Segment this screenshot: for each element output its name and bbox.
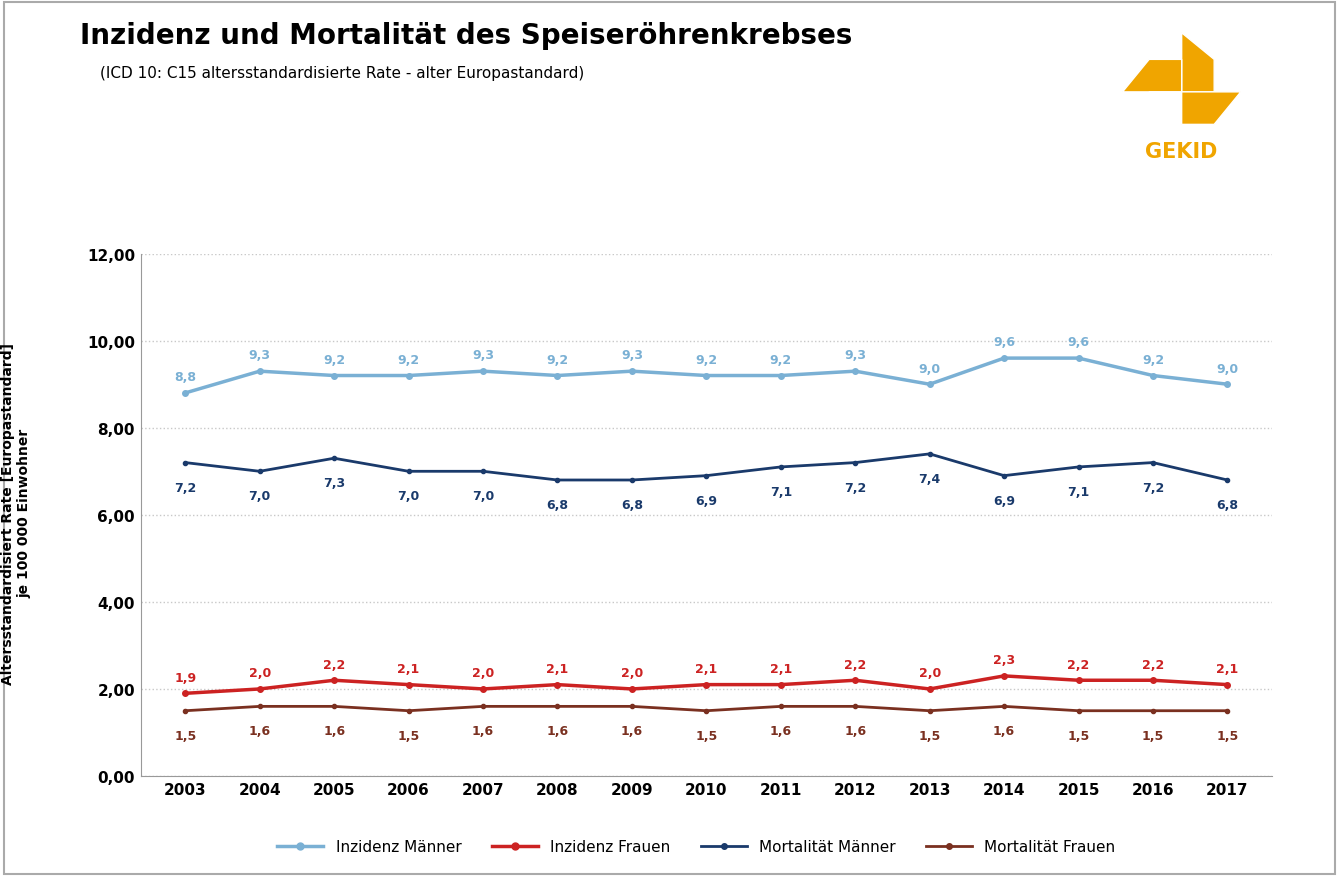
Text: 1,6: 1,6: [994, 724, 1015, 738]
Polygon shape: [1122, 61, 1182, 93]
Text: 2,3: 2,3: [994, 653, 1015, 667]
Text: 1,6: 1,6: [249, 724, 270, 738]
Text: 9,6: 9,6: [994, 336, 1015, 349]
Text: 1,5: 1,5: [398, 729, 419, 742]
Text: 1,6: 1,6: [844, 724, 866, 738]
Text: 2,2: 2,2: [1142, 658, 1164, 671]
Text: 7,0: 7,0: [398, 489, 419, 503]
Legend: Inzidenz Männer, Inzidenz Frauen, Mortalität Männer, Mortalität Frauen: Inzidenz Männer, Inzidenz Frauen, Mortal…: [272, 833, 1121, 860]
Text: 1,6: 1,6: [770, 724, 791, 738]
Text: 7,0: 7,0: [471, 489, 494, 503]
Text: 2,1: 2,1: [770, 662, 791, 675]
Text: 1,5: 1,5: [1067, 729, 1090, 742]
Text: 7,1: 7,1: [1067, 486, 1090, 498]
Text: 2,0: 2,0: [621, 667, 643, 680]
Text: 9,2: 9,2: [323, 353, 345, 367]
Text: (ICD 10: C15 altersstandardisierte Rate - alter Europastandard): (ICD 10: C15 altersstandardisierte Rate …: [100, 66, 585, 81]
Text: 2,1: 2,1: [1216, 662, 1239, 675]
Text: 7,3: 7,3: [323, 477, 345, 489]
Text: 1,6: 1,6: [323, 724, 345, 738]
Text: 9,3: 9,3: [473, 349, 494, 362]
Text: 1,5: 1,5: [1142, 729, 1164, 742]
Text: 9,0: 9,0: [919, 362, 941, 375]
Polygon shape: [1182, 93, 1241, 125]
Text: 9,3: 9,3: [621, 349, 643, 362]
Text: 7,1: 7,1: [770, 486, 791, 498]
Polygon shape: [1182, 33, 1214, 93]
Text: 2,0: 2,0: [249, 667, 270, 680]
Text: 2,2: 2,2: [1067, 658, 1090, 671]
Text: 9,3: 9,3: [844, 349, 866, 362]
Text: 8,8: 8,8: [174, 371, 197, 384]
Text: 7,2: 7,2: [844, 481, 866, 494]
Text: 2,1: 2,1: [398, 662, 419, 675]
Text: 9,2: 9,2: [770, 353, 791, 367]
Text: 2,2: 2,2: [844, 658, 866, 671]
Text: 1,6: 1,6: [471, 724, 494, 738]
Text: 9,6: 9,6: [1067, 336, 1090, 349]
Text: 9,2: 9,2: [546, 353, 569, 367]
Text: 9,0: 9,0: [1216, 362, 1239, 375]
Text: 7,2: 7,2: [1142, 481, 1164, 494]
Text: 1,5: 1,5: [695, 729, 718, 742]
Text: 2,0: 2,0: [919, 667, 941, 680]
Text: 2,1: 2,1: [546, 662, 569, 675]
Text: GEKID: GEKID: [1145, 142, 1218, 161]
Text: 6,8: 6,8: [1216, 498, 1239, 511]
Polygon shape: [1149, 93, 1182, 152]
Text: 9,3: 9,3: [249, 349, 270, 362]
Text: 6,8: 6,8: [621, 498, 643, 511]
Text: 9,2: 9,2: [398, 353, 419, 367]
Text: Inzidenz und Mortalität des Speiseröhrenkrebses: Inzidenz und Mortalität des Speiseröhren…: [80, 22, 853, 50]
Text: 7,0: 7,0: [249, 489, 270, 503]
Text: 1,6: 1,6: [546, 724, 569, 738]
Text: 2,0: 2,0: [471, 667, 494, 680]
Text: 6,9: 6,9: [695, 494, 718, 507]
Text: Altersstandardisiert Rate [Europastandard]
je 100 000 Einwohner: Altersstandardisiert Rate [Europastandar…: [1, 342, 31, 684]
Text: 1,5: 1,5: [919, 729, 941, 742]
Text: 2,1: 2,1: [695, 662, 718, 675]
Text: 1,5: 1,5: [1216, 729, 1239, 742]
Text: 6,9: 6,9: [994, 494, 1015, 507]
Text: 2,2: 2,2: [323, 658, 345, 671]
Text: 7,2: 7,2: [174, 481, 197, 494]
Text: 7,4: 7,4: [919, 473, 941, 485]
Text: 9,2: 9,2: [695, 353, 718, 367]
Text: 6,8: 6,8: [546, 498, 569, 511]
Text: 1,9: 1,9: [174, 671, 197, 684]
Text: 1,6: 1,6: [621, 724, 643, 738]
Text: 9,2: 9,2: [1142, 353, 1164, 367]
Text: 1,5: 1,5: [174, 729, 197, 742]
